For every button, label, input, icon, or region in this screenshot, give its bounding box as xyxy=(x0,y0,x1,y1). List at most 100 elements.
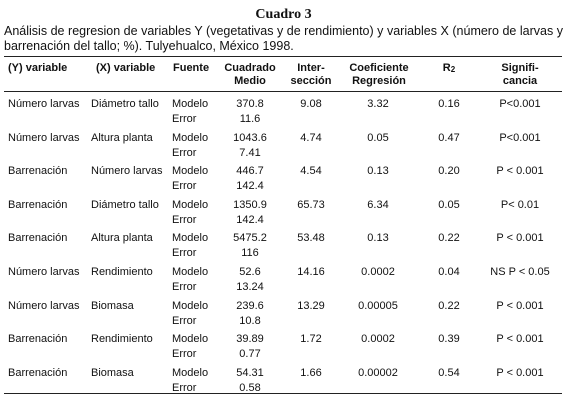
cell-r2: 0.39 xyxy=(438,333,460,346)
cell-fuente: Modelo Error xyxy=(172,265,212,295)
table-row: Número larvas Altura planta Modelo Error 104… xyxy=(0,127,567,161)
table-row: Barrenación Diámetro tallo Modelo Error 1350… xyxy=(0,194,567,228)
cell-fuente-modelo: Modelo xyxy=(172,165,209,178)
cell-cm-error: 142.4 xyxy=(236,213,264,226)
cell-x-variable: Rendimiento xyxy=(91,266,153,278)
header-interseccion-line1: Inter- xyxy=(297,62,325,74)
cell-cm-modelo: 370.8 xyxy=(236,98,264,110)
cell-x-variable: Altura planta xyxy=(91,131,153,144)
cell-fuente-modelo: Modelo xyxy=(172,98,209,110)
cell-interseccion: 13.29 xyxy=(297,299,325,312)
table-row: Barrenación Número larvas Modelo Error 446.7… xyxy=(0,160,567,194)
cell-fuente-error: Error xyxy=(172,113,197,125)
table-row: Número larvas Rendimiento Modelo Error 52.6 1… xyxy=(0,261,567,295)
cell-fuente-error: Error xyxy=(172,314,197,327)
cell-cm-modelo: 54.31 xyxy=(236,366,264,379)
cell-fuente-modelo: Modelo xyxy=(172,198,209,211)
cell-coeficiente: 0.00005 xyxy=(358,299,398,312)
table-row: Número larvas Biomasa Modelo Error 239.6 10.8… xyxy=(0,295,567,329)
cell-coeficiente: 0.13 xyxy=(367,232,389,245)
cell-interseccion: 4.74 xyxy=(300,131,322,144)
header-cuadrado-line1: Cuadrado xyxy=(224,62,276,74)
cell-y-variable: Barrenación xyxy=(8,366,68,379)
header-coeficiente-line1: Coeficiente xyxy=(349,62,409,74)
cell-y-variable: Barrenación xyxy=(8,198,68,211)
cell-cm-modelo: 239.6 xyxy=(236,299,264,312)
cell-fuente-error: Error xyxy=(172,213,197,226)
cell-fuente: Modelo Error xyxy=(172,299,212,329)
header-cuadrado-line2: Medio xyxy=(234,75,266,87)
cell-x-variable: Altura planta xyxy=(91,232,153,245)
cell-fuente-modelo: Modelo xyxy=(172,299,209,312)
cell-significancia: P<0.001 xyxy=(499,98,541,110)
cell-fuente-modelo: Modelo xyxy=(172,266,209,278)
header-significancia-line1: Signifi- xyxy=(501,62,539,74)
header-fuente: Fuente xyxy=(173,62,210,74)
cell-r2: 0.54 xyxy=(438,366,460,379)
header-significancia: Signifi- cancia xyxy=(490,62,550,88)
header-y-variable: (Y) variable xyxy=(8,62,68,74)
cell-significancia: P<0.001 xyxy=(499,131,541,144)
cell-interseccion: 1.72 xyxy=(300,333,322,346)
cell-fuente: Modelo Error xyxy=(172,332,212,362)
cell-x-variable: Diámetro tallo xyxy=(91,98,159,110)
cell-coeficiente: 0.05 xyxy=(367,131,389,144)
cell-x-variable: Diámetro tallo xyxy=(91,198,159,211)
header-interseccion: Inter- sección xyxy=(286,62,336,88)
cell-cm-error: 10.8 xyxy=(239,314,261,327)
header-coeficiente: Coeficiente Regresión xyxy=(344,62,414,88)
cell-r2: 0.05 xyxy=(438,198,460,211)
cell-r2: 0.20 xyxy=(438,165,460,178)
table-row: Barrenación Biomasa Modelo Error 54.31 0.58 1.… xyxy=(0,362,567,396)
header-interseccion-line2: sección xyxy=(290,75,332,87)
cell-fuente-error: Error xyxy=(172,146,197,159)
cell-fuente-modelo: Modelo xyxy=(172,333,209,346)
cell-significancia: P < 0.001 xyxy=(496,333,544,346)
cell-fuente: Modelo Error xyxy=(172,131,212,161)
cell-interseccion: 53.48 xyxy=(297,232,325,245)
cell-r2: 0.16 xyxy=(438,98,460,110)
table-caption: Análisis de regresion de variables Y (ve… xyxy=(4,24,563,53)
cell-fuente-error: Error xyxy=(172,381,197,394)
header-rule xyxy=(4,91,562,92)
cell-cm-modelo: 5475.2 xyxy=(233,232,267,245)
cell-cuadrado-medio: 54.31 0.58 xyxy=(230,366,270,396)
cell-coeficiente: 0.0002 xyxy=(361,266,395,278)
cell-fuente-error: Error xyxy=(172,247,197,260)
cell-cuadrado-medio: 1043.6 7.41 xyxy=(230,131,270,161)
cell-significancia: P < 0.001 xyxy=(496,366,544,379)
cell-interseccion: 65.73 xyxy=(297,198,325,211)
cell-r2: 0.47 xyxy=(438,131,460,144)
cell-cm-error: 13.24 xyxy=(236,281,264,293)
cell-cuadrado-medio: 370.8 11.6 xyxy=(230,97,270,127)
cell-fuente: Modelo Error xyxy=(172,198,212,228)
cell-fuente-error: Error xyxy=(172,281,197,293)
cell-fuente-modelo: Modelo xyxy=(172,366,209,379)
cell-interseccion: 14.16 xyxy=(297,266,325,278)
cell-fuente-modelo: Modelo xyxy=(172,232,209,245)
bottom-rule xyxy=(4,393,562,394)
cell-fuente: Modelo Error xyxy=(172,366,212,396)
cell-coeficiente: 6.34 xyxy=(367,198,389,211)
header-cuadrado-medio: Cuadrado Medio xyxy=(222,62,278,88)
cell-cuadrado-medio: 52.6 13.24 xyxy=(230,265,270,295)
table-title: Cuadro 3 xyxy=(255,7,312,22)
table-row: Número larvas Diámetro tallo Modelo Error 37… xyxy=(0,93,567,127)
cell-coeficiente: 3.32 xyxy=(367,98,389,110)
cell-interseccion: 9.08 xyxy=(300,98,322,110)
table-row: Barrenación Altura planta Modelo Error 5475.… xyxy=(0,227,567,261)
cell-cm-error: 142.4 xyxy=(236,180,264,193)
cell-y-variable: Número larvas xyxy=(8,266,80,278)
cell-cm-modelo: 39.89 xyxy=(236,333,264,346)
cell-x-variable: Número larvas xyxy=(91,165,163,178)
cell-cm-modelo: 52.6 xyxy=(239,266,261,278)
cell-significancia: P < 0.001 xyxy=(496,165,544,178)
cell-cm-modelo: 1350.9 xyxy=(233,198,267,211)
header-coeficiente-line2: Regresión xyxy=(352,75,406,87)
cell-coeficiente: 0.13 xyxy=(367,165,389,178)
top-rule xyxy=(4,56,562,57)
cell-y-variable: Barrenación xyxy=(8,165,68,178)
cell-x-variable: Biomasa xyxy=(91,299,134,312)
cell-cuadrado-medio: 5475.2 116 xyxy=(230,231,270,261)
cell-cm-modelo: 446.7 xyxy=(236,165,264,178)
